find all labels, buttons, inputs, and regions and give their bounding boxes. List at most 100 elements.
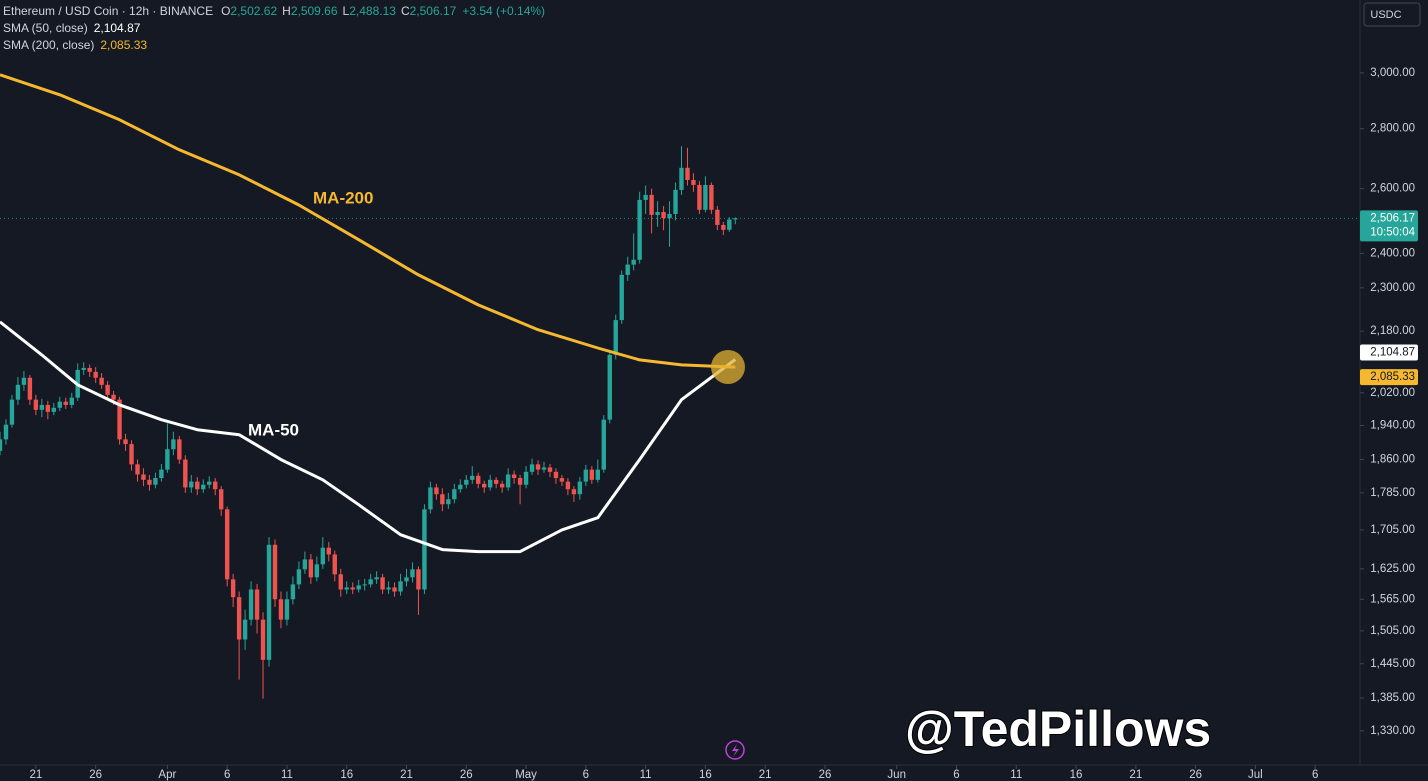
candle-body — [655, 212, 660, 215]
candle-body — [529, 464, 535, 472]
legend-value: 2,085.33 — [100, 38, 147, 52]
candle-body — [470, 475, 475, 480]
x-tick-label: 6 — [1312, 769, 1318, 781]
candle-body — [93, 371, 98, 378]
legend-row: SMA (50, close) 2,104.87 — [3, 21, 141, 35]
x-tick-label: 21 — [29, 769, 42, 781]
candle-body — [45, 404, 51, 412]
candle-body — [117, 399, 122, 440]
candle-body — [727, 219, 732, 230]
candle-body — [565, 481, 571, 490]
watermark: @TedPillows — [905, 701, 1211, 757]
y-tick-label: 1,565.00 — [1370, 593, 1415, 605]
candle-body — [129, 444, 134, 465]
y-tick-label: 2,020.00 — [1370, 387, 1415, 399]
ohlc-value: 2,506.17 — [410, 4, 457, 18]
y-tick-label: 1,940.00 — [1370, 420, 1415, 432]
y-tick-label: 1,385.00 — [1370, 692, 1415, 704]
candle-body — [159, 469, 164, 479]
candle-body — [523, 471, 529, 485]
x-tick-label: 6 — [953, 769, 959, 781]
candle-body — [356, 585, 361, 590]
currency-box[interactable] — [1363, 2, 1421, 27]
candle-body — [284, 599, 290, 620]
candle-body — [595, 469, 601, 480]
candle-body — [535, 464, 541, 470]
candle-body — [547, 467, 553, 472]
ohlc-value: 2,502.62 — [230, 4, 277, 18]
header: Ethereum / USD Coin · 12h · BINANCE O2,50… — [3, 4, 545, 18]
change: +3.54 (+0.14%) — [462, 4, 545, 18]
candle-body — [625, 264, 630, 275]
y-tick-label: 1,705.00 — [1370, 524, 1415, 536]
candle-body — [81, 367, 86, 370]
candle-body — [272, 544, 278, 600]
candle-body — [386, 587, 391, 590]
candle-body — [195, 481, 200, 490]
candle-body — [541, 467, 547, 470]
x-tick-label: 21 — [759, 769, 772, 781]
sma-line — [0, 73, 736, 369]
candle-body — [21, 377, 27, 385]
candle-body — [697, 184, 702, 210]
ohlc-value: 2,509.66 — [291, 4, 338, 18]
x-tick-label: Jun — [887, 769, 906, 781]
candle-body — [344, 587, 349, 590]
candle-body — [434, 487, 439, 495]
x-tick-label: 26 — [460, 769, 473, 781]
ohlc-key: C — [401, 4, 410, 18]
candle-body — [153, 478, 158, 485]
candle-body — [416, 569, 421, 590]
candle-body — [51, 407, 57, 412]
candle-body — [69, 397, 74, 405]
candle-body — [673, 189, 678, 214]
currency[interactable]: USDC — [1370, 9, 1401, 21]
candle-body — [111, 394, 116, 400]
countdown: 10:50:04 — [1370, 226, 1415, 238]
candle-body — [637, 199, 642, 260]
candle-body — [649, 194, 654, 215]
candle-body — [87, 367, 92, 372]
candle-body — [452, 489, 457, 500]
legend-row: SMA (200, close) 2,085.33 — [3, 38, 147, 52]
candle-body — [290, 584, 296, 600]
annotation: MA-50 — [248, 420, 299, 439]
candle-body — [517, 478, 523, 485]
y-tick-label: 2,180.00 — [1370, 325, 1415, 337]
candle-body — [236, 597, 242, 640]
y-tick-label: 2,800.00 — [1370, 123, 1415, 135]
x-tick-label: 21 — [400, 769, 413, 781]
x-tick-label: Apr — [158, 769, 176, 781]
candle-body — [643, 194, 648, 200]
candle-body — [464, 479, 469, 485]
symbol-title: Ethereum / USD Coin · 12h · BINANCE — [3, 4, 213, 18]
candle-body — [296, 569, 302, 585]
candle-body — [679, 167, 684, 190]
candle-body — [487, 479, 493, 488]
candle-body — [39, 404, 45, 410]
candle-body — [147, 479, 152, 485]
candle-body — [709, 184, 714, 210]
candle-body — [482, 483, 487, 488]
y-tick-label: 3,000.00 — [1370, 67, 1415, 79]
candle-body — [511, 474, 517, 479]
candle-body — [577, 481, 583, 495]
candle-body — [213, 481, 218, 490]
ohlc-key: O — [221, 4, 230, 18]
candle-body — [553, 471, 559, 479]
y-tick-label: 2,600.00 — [1370, 183, 1415, 195]
candle-body — [583, 469, 589, 482]
candle-body — [123, 439, 128, 445]
candle-body — [374, 577, 379, 580]
x-tick-label: Jul — [1248, 769, 1263, 781]
candle-body — [15, 384, 21, 400]
candle-body — [368, 579, 373, 585]
candle-body — [362, 584, 367, 586]
x-tick-label: 11 — [640, 769, 652, 781]
candle-body — [446, 499, 451, 505]
x-tick-label: May — [515, 769, 537, 781]
candle-body — [266, 544, 272, 660]
candle-body — [571, 489, 577, 495]
